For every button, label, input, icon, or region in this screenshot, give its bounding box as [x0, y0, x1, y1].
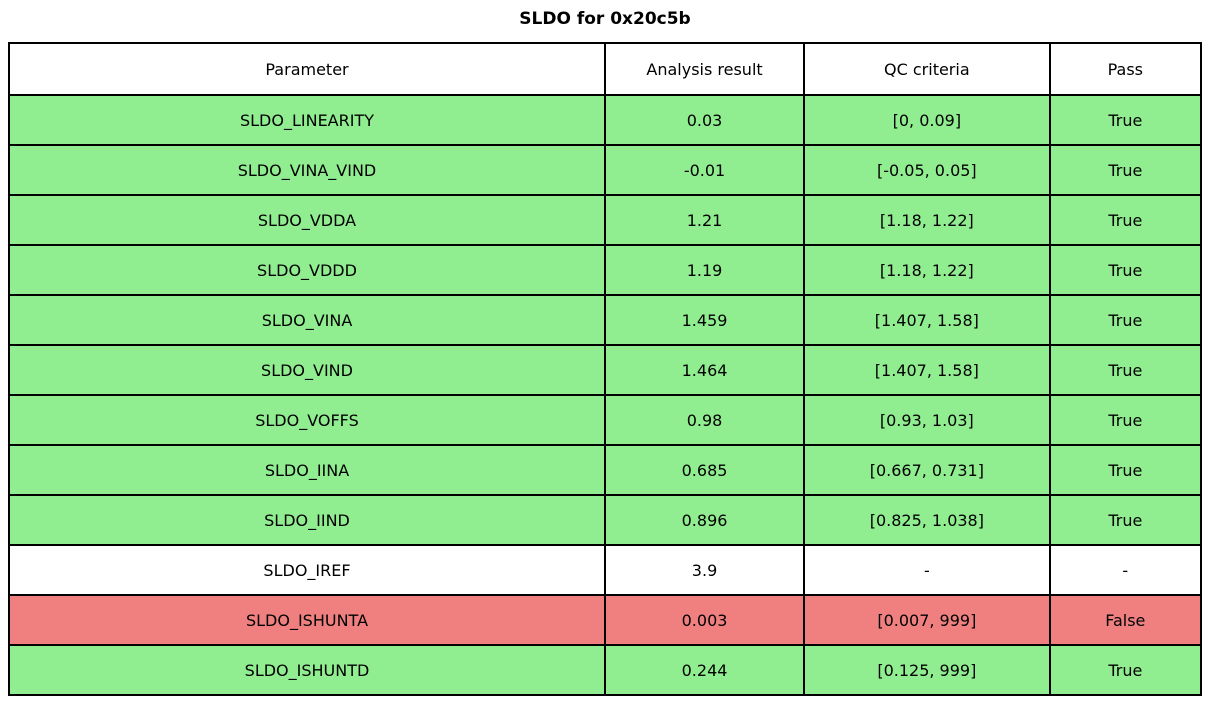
header-row: Parameter Analysis result QC criteria Pa… [8, 42, 1203, 96]
cell-analysis-result: 1.19 [603, 244, 806, 296]
cell-qc-criteria: [0.125, 999] [803, 644, 1051, 696]
cell-analysis-result: 0.98 [603, 394, 806, 446]
cell-parameter: SLDO_VINA [8, 294, 606, 346]
table-row: SLDO_VINA_VIND -0.01 [-0.05, 0.05] True [8, 144, 1203, 196]
cell-analysis-result: 0.03 [603, 94, 806, 146]
cell-parameter: SLDO_VDDA [8, 194, 606, 246]
cell-pass: True [1048, 494, 1203, 546]
table-row: SLDO_IINA 0.685 [0.667, 0.731] True [8, 444, 1203, 496]
cell-pass: True [1048, 344, 1203, 396]
table-row: SLDO_VDDA 1.21 [1.18, 1.22] True [8, 194, 1203, 246]
col-header-qc-criteria: QC criteria [803, 42, 1051, 96]
cell-parameter: SLDO_VOFFS [8, 394, 606, 446]
cell-pass: - [1048, 544, 1203, 596]
cell-parameter: SLDO_IIND [8, 494, 606, 546]
cell-qc-criteria: [0, 0.09] [803, 94, 1051, 146]
cell-parameter: SLDO_IINA [8, 444, 606, 496]
cell-qc-criteria: - [803, 544, 1051, 596]
cell-parameter: SLDO_ISHUNTA [8, 594, 606, 646]
cell-parameter: SLDO_LINEARITY [8, 94, 606, 146]
cell-qc-criteria: [1.407, 1.58] [803, 344, 1051, 396]
cell-pass: True [1048, 394, 1203, 446]
cell-pass: True [1048, 644, 1203, 696]
table-row: SLDO_VDDD 1.19 [1.18, 1.22] True [8, 244, 1203, 296]
cell-parameter: SLDO_ISHUNTD [8, 644, 606, 696]
cell-analysis-result: 0.685 [603, 444, 806, 496]
col-header-parameter: Parameter [8, 42, 606, 96]
cell-analysis-result: 0.003 [603, 594, 806, 646]
table-row: SLDO_IREF 3.9 - - [8, 544, 1203, 596]
cell-qc-criteria: [0.007, 999] [803, 594, 1051, 646]
table-row: SLDO_LINEARITY 0.03 [0, 0.09] True [8, 94, 1203, 146]
table-row: SLDO_IIND 0.896 [0.825, 1.038] True [8, 494, 1203, 546]
cell-analysis-result: 1.459 [603, 294, 806, 346]
table-row: SLDO_VIND 1.464 [1.407, 1.58] True [8, 344, 1203, 396]
cell-qc-criteria: [1.407, 1.58] [803, 294, 1051, 346]
cell-analysis-result: -0.01 [603, 144, 806, 196]
cell-analysis-result: 1.464 [603, 344, 806, 396]
cell-pass: True [1048, 194, 1203, 246]
cell-analysis-result: 3.9 [603, 544, 806, 596]
cell-analysis-result: 0.244 [603, 644, 806, 696]
col-header-analysis-result: Analysis result [603, 42, 806, 96]
cell-pass: True [1048, 144, 1203, 196]
cell-analysis-result: 1.21 [603, 194, 806, 246]
cell-parameter: SLDO_VINA_VIND [8, 144, 606, 196]
table-row: SLDO_VOFFS 0.98 [0.93, 1.03] True [8, 394, 1203, 446]
table-row: SLDO_ISHUNTA 0.003 [0.007, 999] False [8, 594, 1203, 646]
cell-pass: True [1048, 94, 1203, 146]
cell-analysis-result: 0.896 [603, 494, 806, 546]
col-header-pass: Pass [1048, 42, 1203, 96]
cell-qc-criteria: [0.667, 0.731] [803, 444, 1051, 496]
cell-parameter: SLDO_VDDD [8, 244, 606, 296]
cell-qc-criteria: [1.18, 1.22] [803, 244, 1051, 296]
cell-qc-criteria: [0.93, 1.03] [803, 394, 1051, 446]
table-body: SLDO_LINEARITY 0.03 [0, 0.09] True SLDO_… [8, 94, 1203, 696]
cell-pass: True [1048, 244, 1203, 296]
cell-qc-criteria: [-0.05, 0.05] [803, 144, 1051, 196]
cell-parameter: SLDO_IREF [8, 544, 606, 596]
table-row: SLDO_VINA 1.459 [1.407, 1.58] True [8, 294, 1203, 346]
cell-pass: True [1048, 294, 1203, 346]
cell-pass: False [1048, 594, 1203, 646]
qc-results-table: Parameter Analysis result QC criteria Pa… [8, 42, 1203, 696]
cell-pass: True [1048, 444, 1203, 496]
cell-qc-criteria: [0.825, 1.038] [803, 494, 1051, 546]
cell-parameter: SLDO_VIND [8, 344, 606, 396]
table-row: SLDO_ISHUNTD 0.244 [0.125, 999] True [8, 644, 1203, 696]
figure-title: SLDO for 0x20c5b [519, 9, 691, 29]
cell-qc-criteria: [1.18, 1.22] [803, 194, 1051, 246]
